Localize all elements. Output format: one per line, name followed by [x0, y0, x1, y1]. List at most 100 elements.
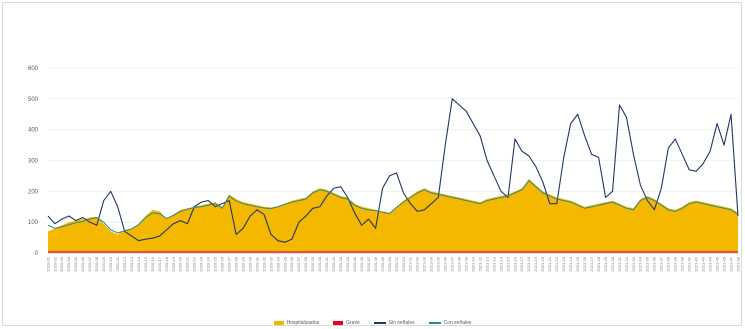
x-tick-label: 2020-39 — [310, 256, 315, 271]
x-tick-label: 2021-10 — [470, 256, 475, 271]
legend-label: Sin señales — [388, 320, 415, 326]
x-tick-label: 2020-25 — [213, 256, 218, 271]
x-tick-label: 2021-20 — [540, 256, 545, 271]
x-tick-label: 2021-30 — [610, 256, 615, 271]
x-tick-label: 2020-12 — [122, 256, 127, 271]
x-tick-label: 2020-28 — [233, 256, 238, 271]
x-tick-label: 2021-29 — [603, 256, 608, 271]
x-tick-label: 2021-31 — [617, 256, 622, 271]
y-tick-label: 0 — [35, 251, 39, 257]
x-tick-label: 2021-14 — [498, 256, 503, 271]
x-tick-label: 2021-15 — [505, 256, 510, 271]
x-tick-label: 2020-35 — [282, 256, 287, 271]
x-tick-label: 2020-17 — [157, 256, 162, 271]
x-tick-label: 2021-22 — [554, 256, 559, 271]
x-tick-label: 2021-05 — [436, 256, 441, 271]
x-tick-label: 2020-45 — [352, 256, 357, 271]
series-area-hospitalizados — [48, 179, 738, 253]
x-tick-label: 2020-46 — [359, 256, 364, 271]
x-tick-label: 2021-04 — [429, 256, 434, 271]
x-tick-label: 2020-05 — [73, 256, 78, 271]
x-tick-label: 2021-24 — [568, 256, 573, 271]
y-tick-label: 300 — [28, 159, 39, 165]
legend-item: Grave — [333, 320, 360, 326]
x-tick-label: 2021-07 — [450, 256, 455, 271]
x-tick-label: 2020-30 — [247, 256, 252, 271]
line-series — [47, 98, 739, 243]
x-tick-label: 2020-08 — [94, 256, 99, 271]
x-tick-label: 2020-40 — [317, 256, 322, 271]
legend-swatch — [273, 321, 284, 325]
x-tick-label: 2021-41 — [687, 256, 692, 271]
x-tick-label: 2021-26 — [582, 256, 587, 271]
x-tick-label: 2021-43 — [700, 256, 705, 271]
x-tick-label: 2021-06 — [443, 256, 448, 271]
x-tick-label: 2020-50 — [387, 256, 392, 271]
x-tick-label: 2021-09 — [463, 256, 468, 271]
y-tick-label: 200 — [28, 189, 39, 195]
x-tick-label: 2021-03 — [422, 256, 427, 271]
x-tick-label: 2020-23 — [199, 256, 204, 271]
x-tick-label: 2021-40 — [680, 256, 685, 271]
x-tick-label: 2020-27 — [227, 256, 232, 271]
legend-label: Hospitalizados — [286, 320, 320, 326]
x-tick-label: 2020-18 — [164, 256, 169, 271]
x-tick-label: 2021-11 — [477, 256, 482, 271]
y-axis-ticks: 0 100 200 300 400 500 600 — [28, 66, 39, 257]
x-tick-label: 2021-33 — [631, 256, 636, 271]
x-tick-label: 2020-04 — [66, 256, 71, 271]
x-tick-label: 2020-44 — [345, 256, 350, 271]
x-tick-label: 2020-51 — [394, 256, 399, 271]
series-area-grave — [48, 251, 738, 253]
x-tick-label: 2020-42 — [331, 256, 336, 271]
x-tick-label: 2020-13 — [129, 256, 134, 271]
y-tick-label: 100 — [28, 220, 39, 226]
legend-item: Hospitalizados — [273, 320, 320, 326]
x-tick-label: 2020-32 — [261, 256, 266, 271]
x-tick-label: 2021-25 — [575, 256, 580, 271]
x-tick-label: 2021-38 — [666, 256, 671, 271]
x-tick-label: 2021-37 — [659, 256, 664, 271]
x-tick-label: 2020-43 — [338, 256, 343, 271]
x-tick-label: 2020-29 — [240, 256, 245, 271]
legend-label: Grave — [346, 320, 360, 326]
x-tick-label: 2021-19 — [533, 256, 538, 271]
x-tick-label: 2021-12 — [484, 256, 489, 271]
legend-swatch — [373, 322, 386, 324]
x-tick-label: 2020-38 — [303, 256, 308, 271]
x-tick-label: 2020-37 — [296, 256, 301, 271]
x-tick-label: 2021-34 — [638, 256, 643, 271]
x-tick-label: 2020-19 — [171, 256, 176, 271]
x-tick-label: 2020-11 — [115, 256, 120, 271]
x-tick-label: 2021-21 — [547, 256, 552, 271]
legend-label: Con señales — [443, 320, 472, 326]
x-axis-ticks: 2020-01 2020-02 2020-03 2020-04 2020-05 2020-… — [45, 256, 740, 271]
x-tick-label: 2020-26 — [220, 256, 225, 271]
x-tick-label: 2020-20 — [178, 256, 183, 271]
x-tick-label: 2020-52 — [401, 256, 406, 271]
x-tick-label: 2021-23 — [561, 256, 566, 271]
x-tick-label: 2020-16 — [150, 256, 155, 271]
x-tick-label: 2020-36 — [289, 256, 294, 271]
x-tick-label: 2021-28 — [596, 256, 601, 271]
x-tick-label: 2021-08 — [457, 256, 462, 271]
x-tick-label: 2021-18 — [526, 256, 531, 271]
x-tick-label: 2021-16 — [512, 256, 517, 271]
x-tick-label: 2020-03 — [59, 256, 64, 271]
x-tick-label: 2020-14 — [136, 256, 141, 271]
x-tick-label: 2020-33 — [268, 256, 273, 271]
x-tick-label: 2020-21 — [185, 256, 190, 271]
y-tick-label: 500 — [28, 97, 39, 103]
x-tick-label: 2020-07 — [87, 256, 92, 271]
series-line-sin-senales — [47, 98, 739, 243]
x-tick-label: 2020-34 — [275, 256, 280, 271]
y-tick-label: 400 — [28, 128, 39, 134]
legend: Hospitalizados Grave Sin señales Con señale… — [0, 318, 745, 328]
x-tick-label: 2021-13 — [491, 256, 496, 271]
x-tick-label: 2021-01 — [408, 256, 413, 271]
x-tick-label: 2020-41 — [324, 256, 329, 271]
legend-item: Sin señales — [373, 320, 415, 326]
x-tick-label: 2021-27 — [589, 256, 594, 271]
x-tick-label: 2021-46 — [721, 256, 726, 271]
